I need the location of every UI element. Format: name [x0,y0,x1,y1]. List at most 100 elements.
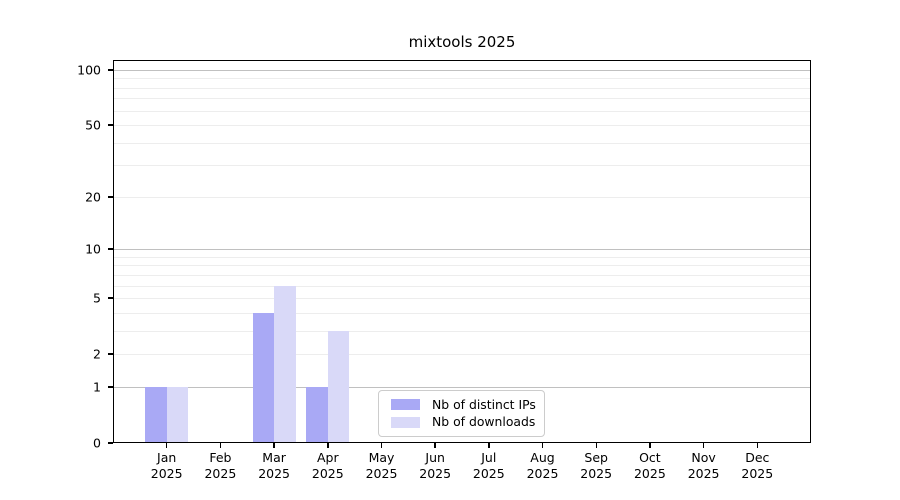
x-tick-month: Jun [425,450,445,465]
gridline-6 [113,285,811,287]
x-tick-label-6: Jul 2025 [473,450,505,482]
legend-swatch-distinct-ips [391,399,420,411]
gridline-1 [113,386,811,388]
y-tick-label-0: 0 [93,435,101,451]
y-tick-20 [108,196,113,198]
x-tick-month: Jul [481,450,497,465]
gridline-9 [113,256,811,258]
y-tick-label-1: 1 [93,379,101,395]
gridline-100 [113,69,811,71]
x-tick-year: 2025 [258,466,290,481]
x-tick-month: Aug [530,450,555,465]
y-tick-100 [108,69,113,71]
x-tick-label-4: May 2025 [366,450,398,482]
gridline-30 [113,165,811,167]
x-tick-label-0: Jan 2025 [151,450,183,482]
axes-frame [113,60,811,443]
y-tick-2 [108,353,113,355]
chart-title: mixtools 2025 [408,33,516,51]
x-tick-label-3: Apr 2025 [312,450,344,482]
gridline-10 [113,249,811,251]
gridline-80 [113,87,811,89]
gridline-60 [113,110,811,112]
x-tick-9 [649,443,651,448]
x-tick-label-8: Sep 2025 [580,450,612,482]
bar-nb-of-distinct-ips-apr [306,386,328,443]
gridline-4 [113,312,811,314]
x-tick-year: 2025 [150,466,183,481]
gridline-90 [113,78,811,80]
x-tick-2 [273,443,275,448]
x-tick-3 [327,443,329,448]
x-tick-8 [595,443,597,448]
gridline-5 [113,298,811,300]
x-tick-year: 2025 [419,466,452,481]
x-tick-year: 2025 [687,466,720,481]
x-tick-label-9: Oct 2025 [634,450,666,482]
x-tick-label-1: Feb 2025 [204,450,236,482]
x-tick-month: Feb [209,450,232,465]
bar-nb-of-distinct-ips-mar [252,312,275,443]
x-tick-year: 2025 [580,466,613,481]
legend-label-downloads: Nb of downloads [432,414,536,430]
legend-label-distinct-ips: Nb of distinct IPs [432,396,536,412]
gridline-70 [113,98,811,100]
bar-nb-of-downloads-apr [327,330,350,443]
x-tick-label-7: Aug 2025 [527,450,559,482]
x-tick-year: 2025 [633,466,666,481]
x-tick-month: Nov [691,450,716,465]
x-tick-10 [702,443,705,448]
x-tick-label-11: Dec 2025 [741,450,773,482]
legend-item-distinct-ips: Nb of distinct IPs [391,396,544,412]
x-tick-1 [219,443,222,448]
x-tick-5 [434,443,436,448]
legend: Nb of distinct IPs Nb of downloads [378,390,545,437]
gridline-8 [113,265,811,267]
x-tick-label-2: Mar 2025 [258,450,290,482]
y-tick-50 [108,124,113,126]
x-tick-month: Sep [584,450,608,465]
y-tick-10 [108,248,113,250]
gridline-40 [113,142,811,144]
x-tick-label-5: Jun 2025 [419,450,451,482]
y-tick-label-20: 20 [85,189,101,205]
gridline-3 [113,330,811,332]
legend-swatch-downloads [391,416,420,428]
gridline-50 [113,125,811,126]
plot-area: Nb of distinct IPs Nb of downloads 0 1 2 5 1… [77,60,811,481]
y-tick-label-10: 10 [85,241,101,257]
y-tick-label-2: 2 [93,346,101,362]
gridline-7 [113,274,811,276]
x-tick-year: 2025 [526,466,559,481]
x-tick-0 [165,443,168,448]
y-tick-label-50: 50 [85,117,101,133]
x-tick-month: Mar [262,450,286,465]
x-tick-month: Dec [745,450,770,465]
bar-nb-of-downloads-jan [166,386,189,443]
y-tick-label-100: 100 [77,62,101,78]
x-tick-label-10: Nov 2025 [688,450,720,482]
y-tick-0 [108,442,113,444]
x-tick-6 [488,443,490,448]
x-tick-year: 2025 [365,466,398,481]
x-tick-year: 2025 [311,466,344,481]
x-tick-month: Oct [639,450,661,465]
gridline-20 [113,196,811,198]
x-tick-year: 2025 [204,466,237,481]
x-tick-year: 2025 [472,466,505,481]
x-tick-month: Apr [316,450,339,465]
y-tick-label-5: 5 [93,290,101,306]
x-tick-month: Jan [157,450,177,465]
x-tick-4 [380,443,383,448]
x-tick-year: 2025 [741,466,774,481]
y-tick-1 [108,386,113,388]
legend-item-downloads: Nb of downloads [391,415,544,429]
gridline-2 [113,354,811,356]
bar-nb-of-distinct-ips-jan [145,386,167,443]
x-tick-7 [541,443,544,448]
x-tick-month: May [368,450,395,465]
x-tick-11 [756,443,759,448]
y-tick-5 [108,297,113,299]
bar-nb-of-downloads-mar [274,285,296,443]
